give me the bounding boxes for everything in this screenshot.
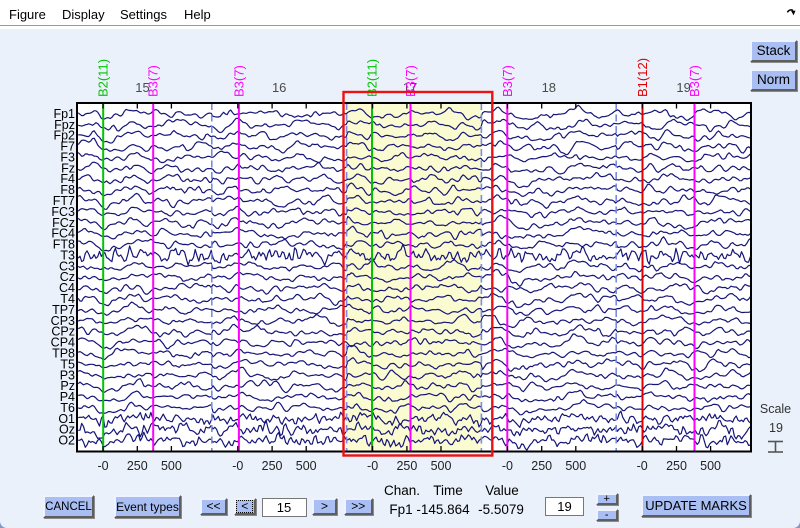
svg-text:18: 18	[542, 80, 556, 95]
svg-text:C3: C3	[59, 259, 75, 273]
svg-text:15: 15	[135, 80, 149, 95]
svg-text:O1: O1	[58, 412, 75, 426]
svg-text:-0: -0	[367, 459, 378, 473]
svg-text:-0: -0	[232, 459, 243, 473]
svg-text:F4: F4	[60, 172, 75, 186]
svg-text:CPz: CPz	[51, 325, 75, 339]
svg-text:19: 19	[769, 421, 783, 435]
svg-text:Oz: Oz	[59, 423, 75, 437]
svg-text:B3(7): B3(7)	[403, 65, 418, 97]
svg-text:-0: -0	[97, 459, 108, 473]
svg-text:FC3: FC3	[51, 205, 75, 219]
svg-text:500: 500	[700, 459, 721, 473]
svg-text:TP7: TP7	[52, 303, 75, 317]
svg-text:FCz: FCz	[52, 216, 75, 230]
svg-text:500: 500	[161, 459, 182, 473]
svg-text:B3(7): B3(7)	[146, 65, 161, 97]
svg-text:T3: T3	[60, 249, 75, 263]
svg-text:250: 250	[531, 459, 552, 473]
svg-text:500: 500	[565, 459, 586, 473]
svg-text:B3(7): B3(7)	[687, 65, 702, 97]
svg-text:T4: T4	[60, 292, 75, 306]
svg-text:P4: P4	[60, 390, 75, 404]
svg-text:250: 250	[262, 459, 283, 473]
svg-text:B3(7): B3(7)	[231, 65, 246, 97]
svg-text:T6: T6	[60, 401, 75, 415]
svg-text:B2(11): B2(11)	[96, 59, 111, 97]
svg-text:Fp1: Fp1	[53, 107, 75, 121]
svg-text:P3: P3	[60, 368, 75, 382]
svg-text:B1(12): B1(12)	[635, 58, 650, 97]
svg-text:O2: O2	[58, 434, 75, 448]
svg-text:F7: F7	[60, 140, 75, 154]
svg-text:250: 250	[396, 459, 417, 473]
svg-text:19: 19	[676, 80, 690, 95]
svg-text:B2(11): B2(11)	[365, 59, 380, 97]
svg-text:FC4: FC4	[51, 227, 75, 241]
svg-text:500: 500	[296, 459, 317, 473]
svg-text:250: 250	[666, 459, 687, 473]
svg-text:Fp2: Fp2	[53, 129, 75, 143]
svg-text:CP3: CP3	[51, 314, 75, 328]
svg-text:Scale: Scale	[760, 402, 791, 416]
svg-text:F8: F8	[60, 183, 75, 197]
svg-text:FT8: FT8	[53, 238, 75, 252]
svg-text:C4: C4	[59, 281, 75, 295]
svg-text:B3(7): B3(7)	[500, 65, 515, 97]
svg-text:250: 250	[127, 459, 148, 473]
svg-text:Cz: Cz	[60, 270, 75, 284]
svg-text:Pz: Pz	[60, 379, 75, 393]
svg-text:16: 16	[272, 80, 286, 95]
svg-text:500: 500	[431, 459, 452, 473]
svg-text:CP4: CP4	[51, 336, 75, 350]
svg-text:FT7: FT7	[53, 194, 75, 208]
svg-text:-0: -0	[502, 459, 513, 473]
svg-text:TP8: TP8	[52, 347, 75, 361]
svg-text:-0: -0	[637, 459, 648, 473]
svg-text:Fz: Fz	[61, 161, 75, 175]
svg-text:Fpz: Fpz	[54, 118, 75, 132]
svg-text:T5: T5	[60, 357, 75, 371]
svg-text:F3: F3	[60, 151, 75, 165]
